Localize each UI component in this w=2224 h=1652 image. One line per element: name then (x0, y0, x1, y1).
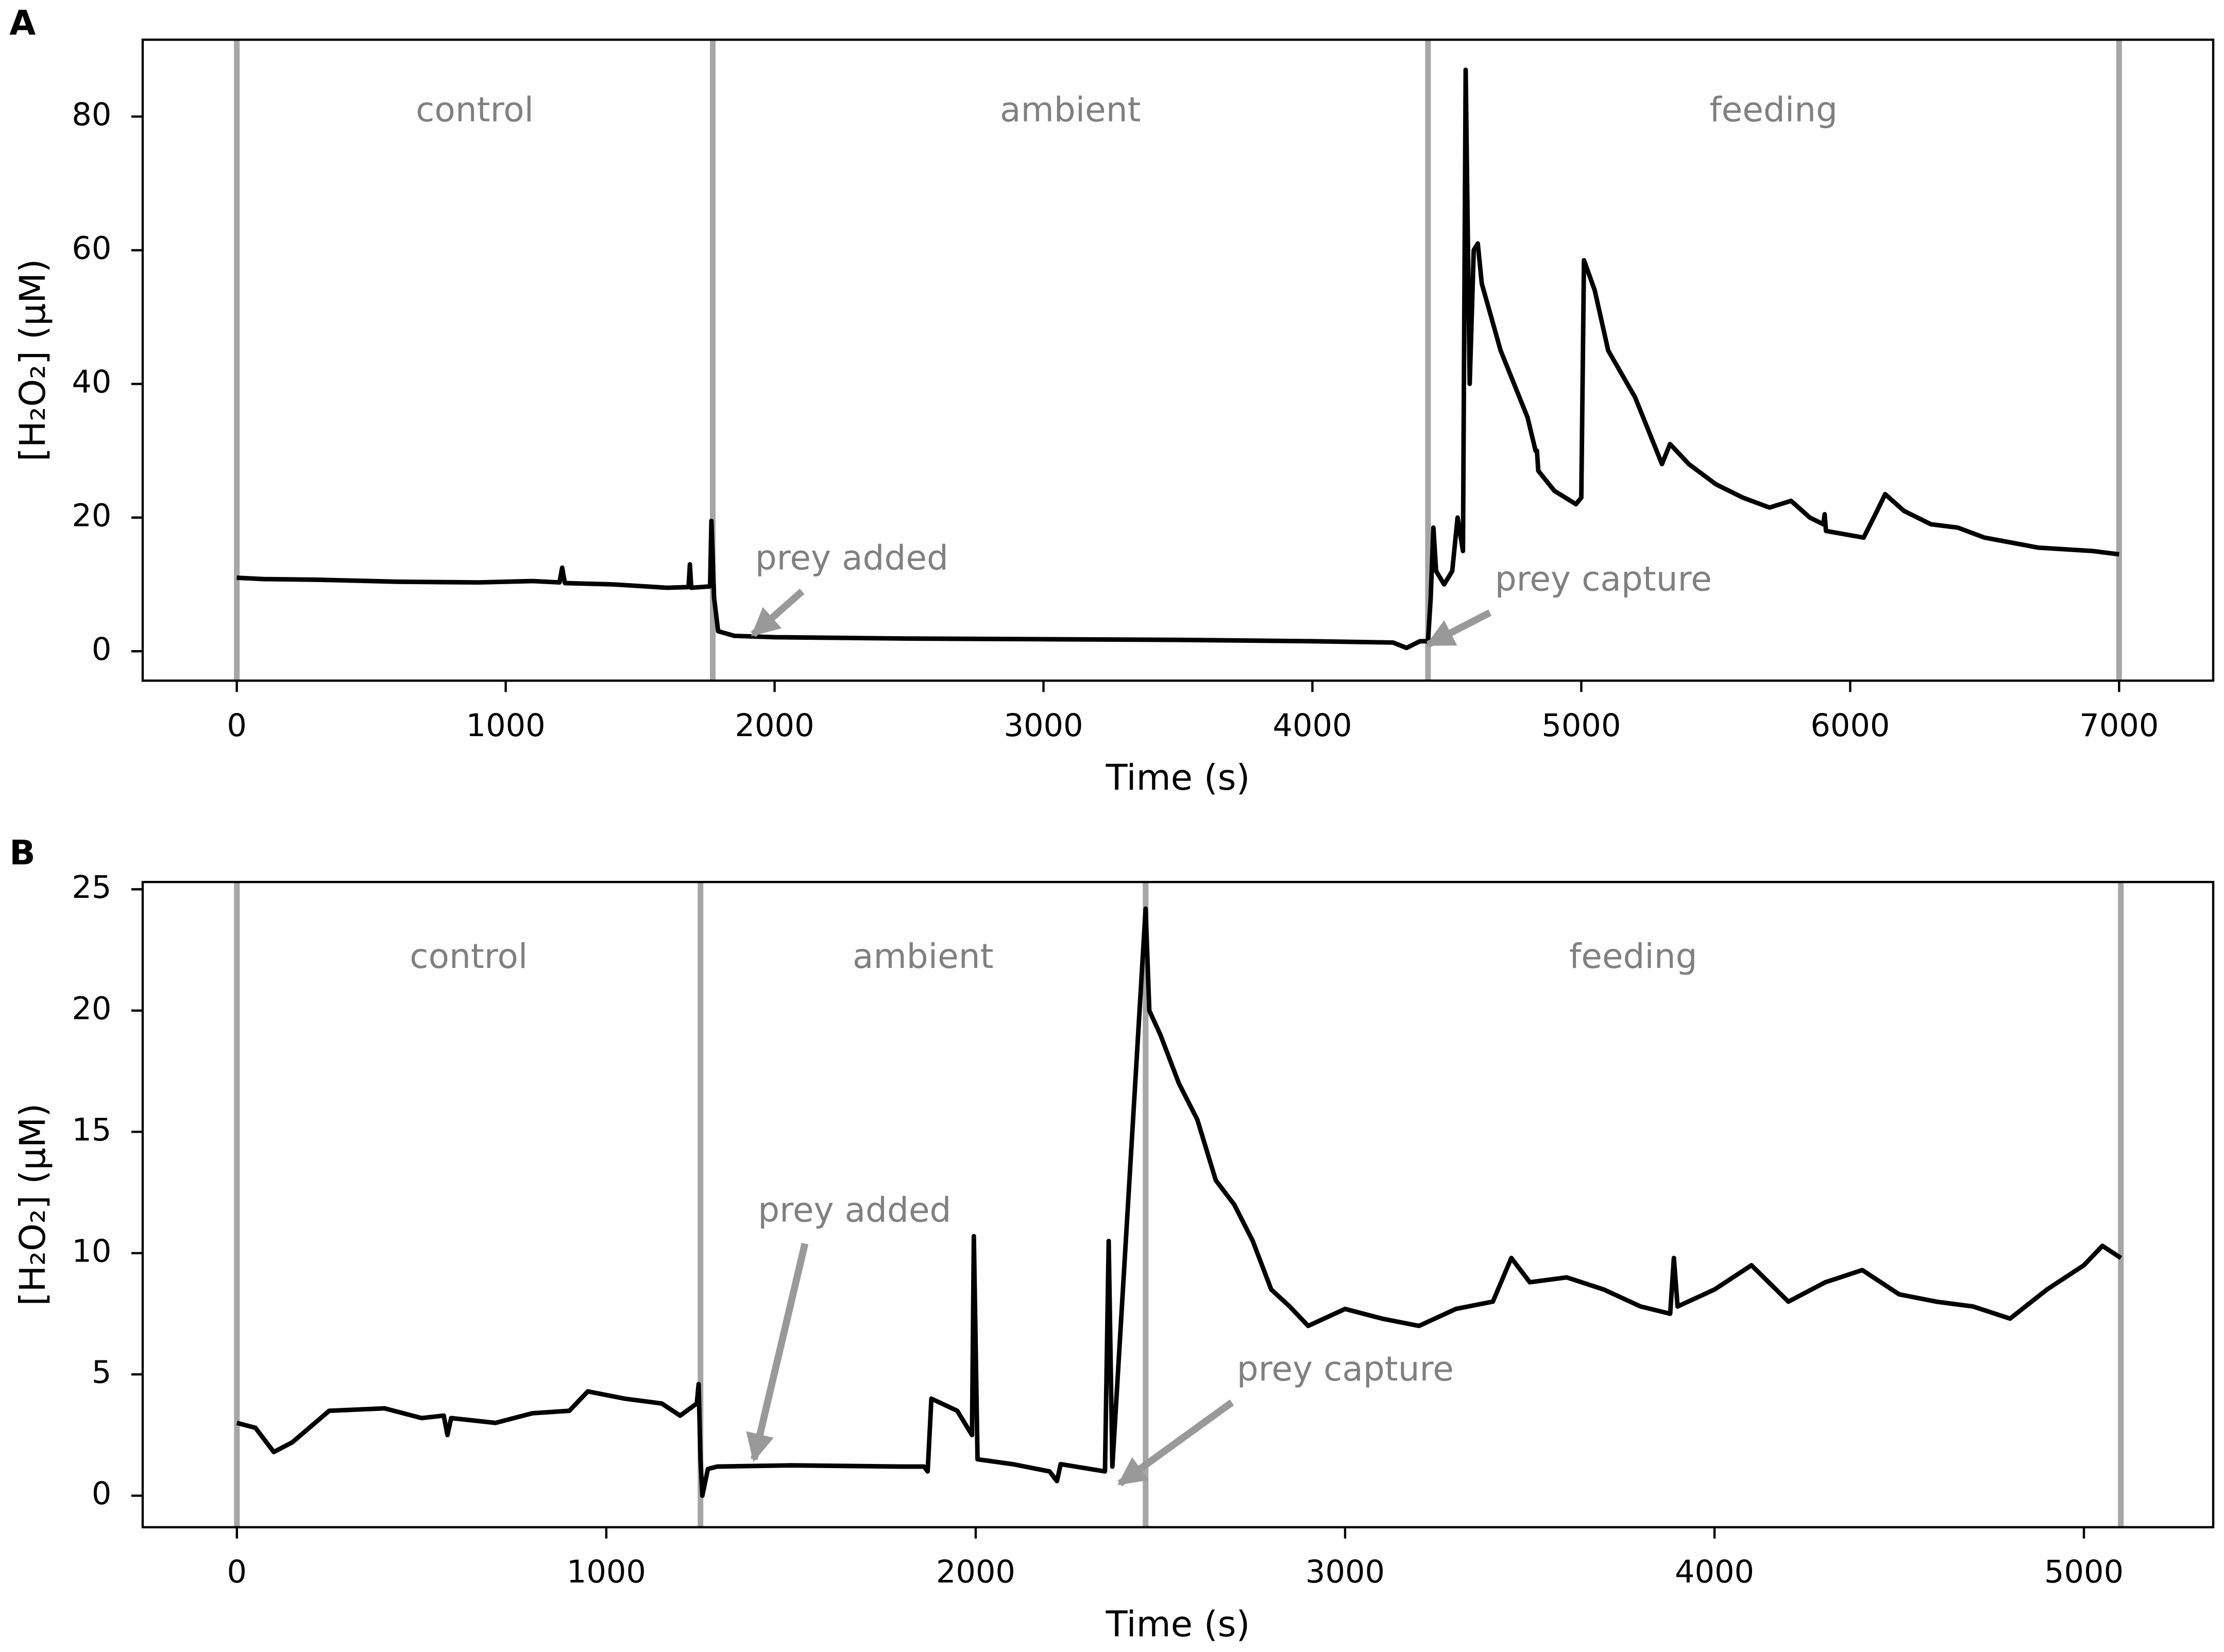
x-tick-label: 1000 (567, 1554, 646, 1590)
annotation-text: prey added (755, 538, 948, 577)
y-tick-label: 20 (72, 991, 111, 1027)
y-tick-label: 5 (92, 1355, 112, 1391)
y-tick-label: 0 (92, 1476, 112, 1512)
annotation-text: prey capture (1237, 1349, 1454, 1389)
region-label: ambient (1000, 90, 1141, 130)
annotation-text: prey capture (1495, 559, 1712, 599)
annotation-arrow (1425, 609, 1492, 648)
x-tick-label: 5000 (1541, 708, 1621, 744)
data-line (236, 67, 2119, 651)
x-tick-label: 3000 (1305, 1554, 1385, 1590)
y-tick-label: 0 (92, 632, 112, 668)
y-tick-label: 20 (72, 498, 111, 534)
panel-label: A (9, 4, 36, 43)
region-label: feeding (1709, 90, 1838, 130)
region-label: ambient (853, 936, 993, 976)
plot-frame (141, 881, 2215, 1528)
x-tick-label: 2000 (735, 708, 814, 744)
x-tick-label: 5000 (2044, 1554, 2124, 1590)
y-tick-label: 60 (72, 230, 111, 266)
y-tick-label: 80 (72, 97, 111, 133)
x-tick-label: 4000 (1675, 1554, 1754, 1590)
x-tick-label: 2000 (936, 1554, 1015, 1590)
annotation-arrow (751, 588, 805, 637)
data-line (236, 906, 2123, 1498)
region-label: feeding (1569, 936, 1697, 976)
y-tick-label: 10 (72, 1233, 111, 1269)
x-tick-label: 0 (227, 708, 247, 744)
annotation-arrow (746, 1242, 809, 1462)
annotation-text: prey added (758, 1190, 951, 1230)
x-tick-label: 6000 (1810, 708, 1890, 744)
panel-label: B (9, 833, 35, 873)
plot-frame (141, 38, 2215, 682)
y-tick-label: 25 (72, 870, 111, 906)
x-tick-label: 0 (227, 1554, 247, 1590)
annotation-arrow (1117, 1399, 1234, 1487)
x-tick-label: 3000 (1004, 708, 1083, 744)
y-tick-label: 15 (72, 1112, 111, 1148)
x-tick-label: 4000 (1272, 708, 1352, 744)
y-tick-label: 40 (72, 364, 111, 400)
region-label: control (416, 90, 534, 130)
y-axis-label: [H₂O₂] (μM) (12, 1103, 54, 1306)
region-label: control (410, 936, 528, 976)
x-axis-label: Time (s) (1106, 1604, 1250, 1645)
x-tick-label: 1000 (466, 708, 546, 744)
x-axis-label: Time (s) (1106, 757, 1250, 798)
y-axis-label: [H₂O₂] (μM) (12, 259, 54, 462)
x-tick-label: 7000 (2079, 708, 2159, 744)
